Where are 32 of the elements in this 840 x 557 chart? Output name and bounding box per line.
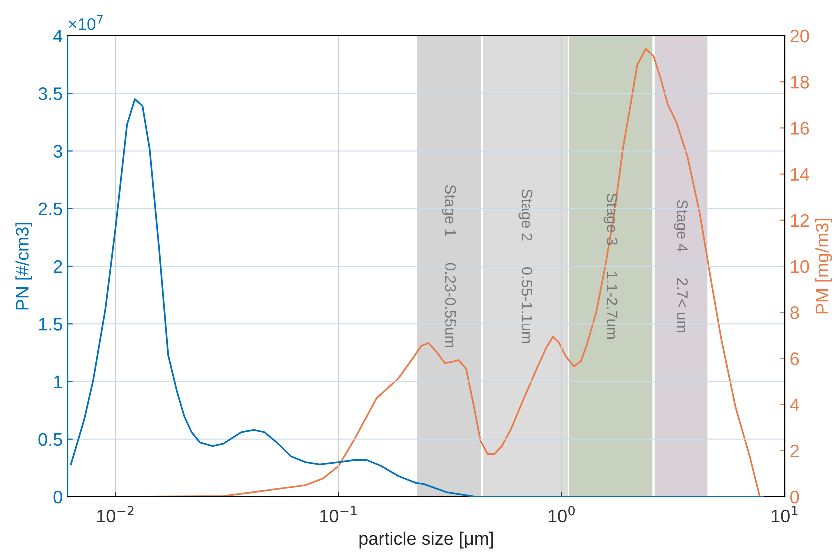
x-tick-label: 10$^{−2}$ bbox=[97, 506, 134, 523]
band-label: Stage 4 2.7< um bbox=[674, 200, 688, 332]
y-tick-label: 0.5 bbox=[38, 433, 62, 446]
y2-tick-label: 20 bbox=[790, 30, 810, 43]
y2-tick-label: 16 bbox=[791, 122, 810, 135]
y-tick-label: 4 bbox=[54, 30, 63, 43]
y2-tick-label: 6 bbox=[790, 352, 800, 366]
y2-tick-label: 14 bbox=[791, 168, 810, 181]
y-tick-label: 1 bbox=[54, 376, 62, 388]
y2-tick-label: 0 bbox=[790, 490, 800, 504]
y-tick-label: 3.5 bbox=[38, 88, 62, 100]
y-tick-label: 2 bbox=[54, 260, 62, 274]
y-tick-label: 1.5 bbox=[39, 318, 62, 331]
text: ×10$^{7}$ bbox=[69, 15, 103, 30]
x-tick-label: 10$^{−1}$ bbox=[320, 506, 357, 523]
y-tick-label: 3 bbox=[54, 145, 62, 158]
x-axis-title: particle size [μm] bbox=[360, 532, 494, 549]
y2-axis-title: PM [mg/m3] bbox=[816, 219, 832, 314]
y-tick-label: 2.5 bbox=[38, 202, 62, 216]
band-label: Stage 1 0.23-0.55um bbox=[442, 185, 456, 348]
x-tick-label: 10$^{1}$ bbox=[772, 506, 798, 523]
y2-tick-label: 2 bbox=[790, 444, 799, 458]
y-axis-title: PN [#/cm3] bbox=[16, 223, 32, 310]
y-tick-label: 0 bbox=[54, 490, 62, 504]
y2-tick-label: 12 bbox=[791, 214, 810, 227]
band-label: Stage 2 0.55-1.1um bbox=[518, 189, 533, 344]
y2-tick-label: 8 bbox=[790, 306, 800, 320]
y2-tick-label: 4 bbox=[790, 398, 800, 412]
band-label: Stage 3 1.1-2.7um bbox=[604, 194, 618, 339]
y2-tick-label: 10 bbox=[791, 260, 810, 274]
y2-tick-label: 18 bbox=[791, 76, 810, 89]
x-tick-label: 10$^{0}$ bbox=[548, 506, 575, 523]
